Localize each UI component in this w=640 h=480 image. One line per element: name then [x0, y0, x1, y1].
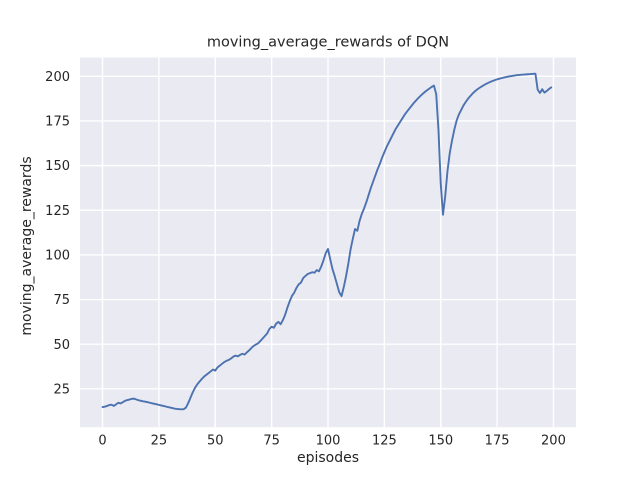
x-tick-label: 25 [151, 434, 168, 449]
x-tick-label: 125 [372, 434, 397, 449]
series-group [101, 72, 553, 411]
reward-line [101, 72, 553, 411]
y-tick-label: 200 [45, 70, 70, 85]
x-tick-label: 75 [263, 434, 280, 449]
y-tick-label: 125 [45, 204, 70, 219]
x-tick-label: 0 [98, 434, 106, 449]
y-tick-label: 75 [53, 293, 70, 308]
y-axis-label: moving_average_rewards [19, 156, 35, 335]
y-tick-labels: 25 50 75 100 125 150 175 200 [45, 70, 70, 397]
x-tick-labels: 0 25 50 75 100 125 150 175 200 [98, 434, 565, 449]
grid [80, 57, 576, 428]
y-tick-label: 50 [53, 338, 70, 353]
y-tick-label: 150 [45, 159, 70, 174]
y-tick-label: 175 [45, 115, 70, 130]
x-tick-label: 50 [207, 434, 224, 449]
x-tick-label: 100 [316, 434, 341, 449]
chart-title: moving_average_rewards of DQN [207, 35, 449, 51]
y-tick-label: 100 [45, 248, 70, 263]
x-tick-label: 150 [428, 434, 453, 449]
x-axis-label: episodes [297, 450, 359, 466]
x-tick-label: 200 [541, 434, 566, 449]
y-tick-label: 25 [53, 382, 70, 397]
x-tick-label: 175 [485, 434, 510, 449]
